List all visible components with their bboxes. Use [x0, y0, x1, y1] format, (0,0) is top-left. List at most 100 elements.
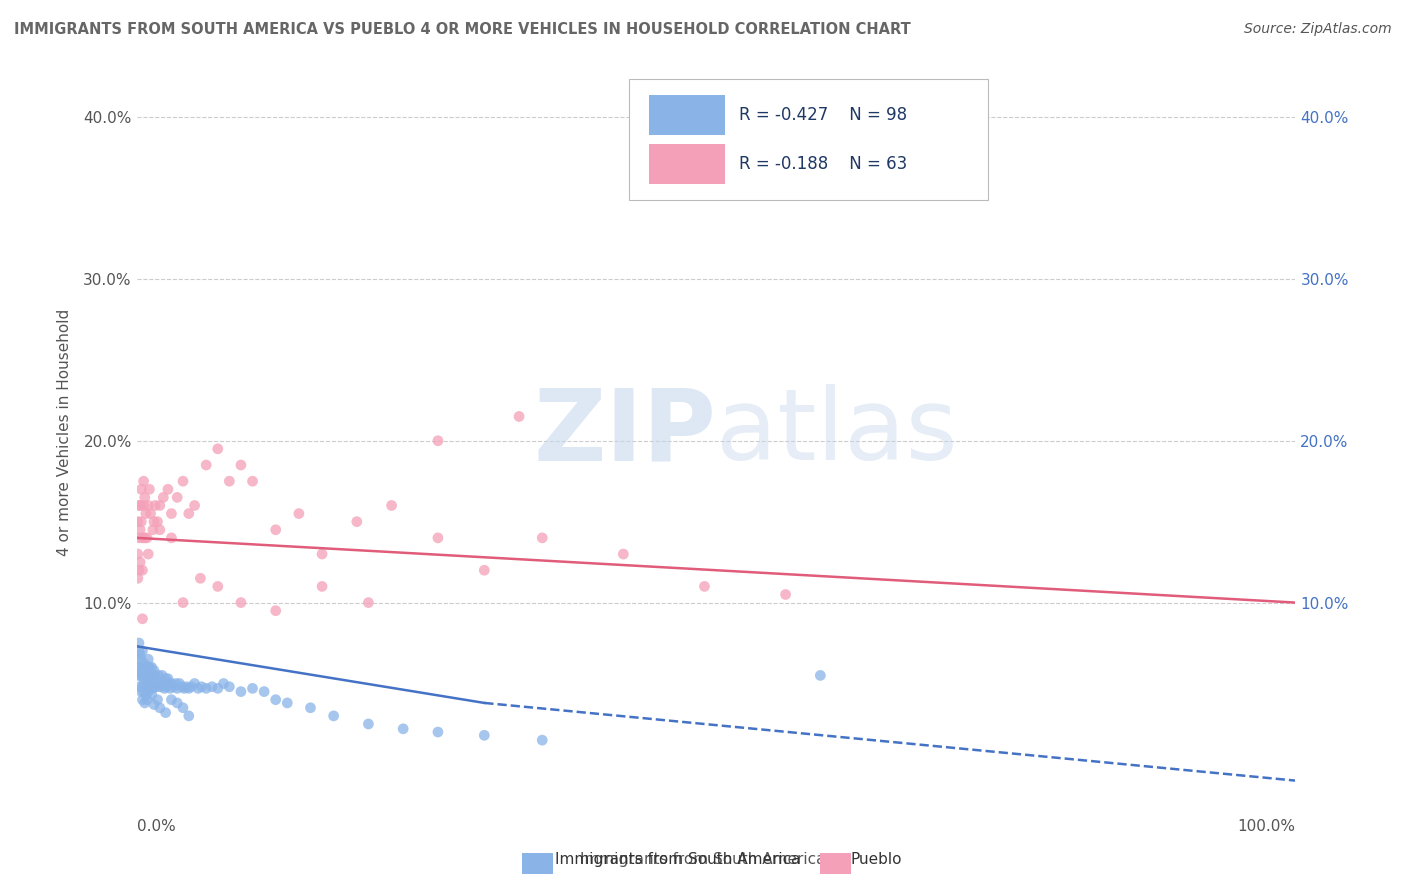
- Text: Pueblo: Pueblo: [851, 852, 903, 867]
- Point: [187, 681, 209, 696]
- Point: [149, 700, 172, 714]
- Point: [195, 681, 218, 696]
- Point: [531, 531, 554, 545]
- Point: [180, 680, 202, 694]
- Point: [131, 531, 153, 545]
- Point: [426, 434, 449, 448]
- Point: [129, 684, 152, 698]
- Point: [190, 680, 212, 694]
- Point: [166, 491, 188, 505]
- Point: [155, 672, 177, 686]
- Point: [136, 652, 159, 666]
- Point: [132, 684, 155, 698]
- Point: [136, 668, 159, 682]
- Point: [357, 596, 380, 610]
- Point: [132, 660, 155, 674]
- Point: [132, 499, 155, 513]
- Point: [170, 680, 193, 694]
- Point: [212, 676, 235, 690]
- Point: [141, 676, 163, 690]
- Point: [131, 563, 153, 577]
- Point: [157, 676, 180, 690]
- Point: [143, 698, 166, 712]
- Point: [152, 676, 174, 690]
- Point: [190, 571, 212, 585]
- Point: [129, 652, 152, 666]
- Point: [612, 547, 634, 561]
- Point: [131, 644, 153, 658]
- Point: [153, 681, 176, 696]
- Point: [129, 499, 152, 513]
- Point: [156, 680, 179, 694]
- Point: [129, 555, 152, 569]
- Point: [127, 547, 149, 561]
- Text: Immigrants from South America: Immigrants from South America: [581, 852, 825, 867]
- Point: [143, 515, 166, 529]
- Point: [172, 596, 194, 610]
- Point: [135, 660, 157, 674]
- Point: [135, 688, 157, 702]
- Text: R = -0.188    N = 63: R = -0.188 N = 63: [740, 155, 907, 173]
- Point: [135, 507, 157, 521]
- Point: [131, 680, 153, 694]
- Point: [129, 668, 152, 682]
- Point: [207, 442, 229, 456]
- Point: [426, 531, 449, 545]
- Point: [156, 483, 179, 497]
- Point: [134, 657, 156, 671]
- Point: [134, 680, 156, 694]
- Point: [150, 680, 173, 694]
- Point: [177, 507, 200, 521]
- Point: [128, 660, 150, 674]
- Point: [131, 692, 153, 706]
- Point: [148, 668, 170, 682]
- Point: [166, 681, 188, 696]
- Point: [172, 474, 194, 488]
- Point: [253, 684, 276, 698]
- Point: [288, 507, 311, 521]
- Point: [128, 499, 150, 513]
- Point: [183, 676, 205, 690]
- Point: [132, 474, 155, 488]
- Point: [322, 709, 344, 723]
- Point: [134, 696, 156, 710]
- Point: [134, 531, 156, 545]
- Point: [138, 660, 160, 674]
- Point: [155, 706, 177, 720]
- Point: [141, 688, 163, 702]
- Point: [149, 523, 172, 537]
- Point: [150, 668, 173, 682]
- Point: [142, 523, 165, 537]
- Point: [357, 717, 380, 731]
- Point: [177, 709, 200, 723]
- Point: [808, 668, 831, 682]
- Point: [142, 681, 165, 696]
- Point: [129, 664, 152, 678]
- Point: [173, 681, 195, 696]
- Point: [264, 523, 287, 537]
- Point: [146, 515, 169, 529]
- Point: [139, 507, 162, 521]
- Point: [138, 483, 160, 497]
- Point: [166, 696, 188, 710]
- Point: [152, 491, 174, 505]
- Text: ZIP: ZIP: [533, 384, 716, 481]
- Point: [143, 668, 166, 682]
- Point: [169, 676, 191, 690]
- Point: [136, 692, 159, 706]
- Point: [381, 499, 404, 513]
- Point: [139, 668, 162, 682]
- Point: [207, 681, 229, 696]
- Point: [149, 676, 172, 690]
- Point: [135, 673, 157, 688]
- Point: [136, 547, 159, 561]
- Point: [136, 684, 159, 698]
- Point: [264, 604, 287, 618]
- Point: [131, 668, 153, 682]
- Point: [146, 680, 169, 694]
- Point: [531, 733, 554, 747]
- Point: [201, 680, 224, 694]
- Text: Source: ZipAtlas.com: Source: ZipAtlas.com: [1244, 22, 1392, 37]
- Text: R = -0.427    N = 98: R = -0.427 N = 98: [740, 106, 907, 124]
- Point: [242, 474, 264, 488]
